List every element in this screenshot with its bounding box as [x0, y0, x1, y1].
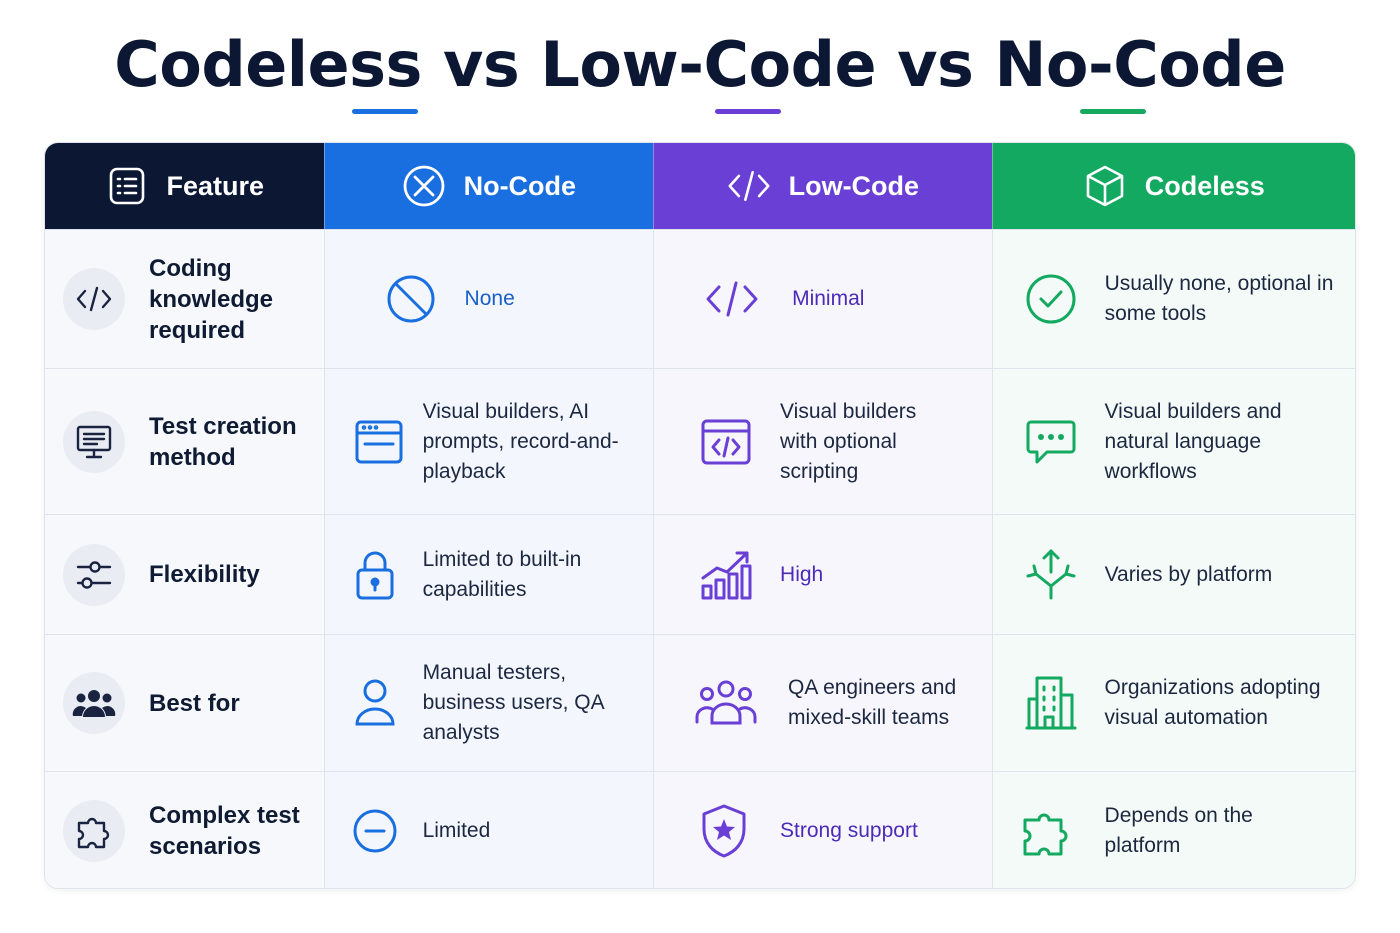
cell-text: High [780, 562, 824, 586]
building-icon [1023, 675, 1079, 731]
cell-text: QA engineers and mixed-skill teams [788, 676, 957, 729]
accent-underline-lowcode [715, 109, 781, 114]
table-row: Complex test scenarios Limited Strong su… [45, 771, 1355, 888]
codeless-cell: Varies by platform [991, 514, 1355, 634]
header-feature: Feature [45, 143, 324, 229]
codeless-cell: Usually none, optional in some tools [991, 229, 1355, 368]
no-code-cell: Visual builders, AI prompts, record-and-… [323, 368, 654, 514]
comparison-table: Feature No-Code Low-Code [44, 142, 1356, 889]
codeless-cell: Visual builders and natural language wor… [991, 368, 1355, 514]
codeless-cell: Depends on the platform [991, 771, 1355, 888]
chat-bubble-icon [1023, 414, 1079, 470]
x-circle-icon [402, 164, 446, 208]
code-icon [727, 164, 771, 208]
minus-circle-icon [347, 803, 403, 859]
codeless-cell: Organizations adopting visual automation [991, 634, 1355, 771]
cell-text: Limited [422, 819, 491, 842]
code-icon [704, 271, 760, 327]
no-code-cell: None [323, 229, 654, 368]
cell-text: Organizations adopting visual automation [1104, 676, 1321, 729]
header-label: Codeless [1144, 170, 1265, 201]
no-code-cell: Manual testers, business users, QA analy… [323, 634, 654, 771]
code-window-icon [698, 414, 754, 470]
check-circle-icon [1023, 271, 1079, 327]
list-icon [105, 164, 149, 208]
header-label: No-Code [463, 170, 577, 201]
users-icon [63, 672, 125, 734]
header-low-code: Low-Code [653, 143, 992, 229]
low-code-cell: Visual builders with optional scripting [653, 368, 992, 514]
header-label: Low-Code [788, 170, 920, 201]
page-title: Codeless vs Low-Code vs No-Code [114, 28, 1286, 101]
table-row: Best for Manual testers, business users,… [45, 634, 1355, 771]
accent-underline-codeless [1080, 109, 1146, 114]
feature-label: Best for [149, 689, 240, 717]
sliders-icon [63, 543, 125, 606]
team-icon [694, 675, 758, 731]
growth-chart-icon [698, 547, 754, 603]
feature-label: Test creation method [149, 412, 297, 471]
header-codeless: Codeless [991, 143, 1355, 229]
cell-text: Visual builders with optional scripting [780, 399, 917, 483]
cell-text: Usually none, optional in some tools [1104, 272, 1334, 325]
accent-underline-nocode [352, 109, 418, 114]
cube-icon [1083, 164, 1127, 208]
puzzle-icon [1021, 803, 1077, 859]
low-code-cell: Minimal [653, 229, 992, 368]
cell-text: Minimal [792, 287, 865, 310]
browser-window-icon [351, 414, 407, 470]
table-row: Test creation method Visual builders, AI… [45, 368, 1355, 514]
puzzle-icon [63, 800, 125, 862]
code-icon [63, 268, 125, 330]
cell-text: Manual testers, business users, QA analy… [422, 661, 604, 744]
header-label: Feature [166, 170, 265, 201]
cell-text: Varies by platform [1104, 562, 1273, 586]
table-row: Coding knowledge required None Minimal [45, 229, 1355, 368]
low-code-cell: Strong support [653, 771, 992, 888]
lock-icon [347, 547, 403, 603]
feature-cell: Best for [45, 634, 324, 771]
feature-label: Flexibility [149, 561, 260, 588]
feature-cell: Test creation method [45, 368, 324, 514]
cell-text: Strong support [780, 819, 918, 842]
monitor-icon [63, 410, 125, 473]
cell-text: Visual builders and natural language wor… [1104, 399, 1282, 483]
header-no-code: No-Code [323, 143, 654, 229]
table-header-row: Feature No-Code Low-Code [45, 143, 1355, 229]
feature-cell: Complex test scenarios [45, 771, 324, 888]
no-code-cell: Limited to built-in capabilities [323, 514, 654, 634]
cell-text: None [464, 287, 515, 310]
shield-star-icon [696, 803, 752, 859]
no-code-cell: Limited [323, 771, 654, 888]
cell-text: Depends on the platform [1104, 804, 1253, 857]
split-arrows-icon [1023, 547, 1079, 603]
feature-label: Coding knowledge required [149, 254, 274, 344]
low-code-cell: QA engineers and mixed-skill teams [653, 634, 992, 771]
cell-text: Limited to built-in capabilities [422, 547, 582, 601]
feature-label: Complex test scenarios [149, 802, 300, 860]
table-row: Flexibility Limited to built-in capabili… [45, 514, 1355, 634]
user-icon [347, 675, 403, 731]
prohibited-icon [383, 271, 439, 327]
feature-cell: Flexibility [45, 514, 324, 634]
feature-cell: Coding knowledge required [45, 229, 324, 368]
cell-text: Visual builders, AI prompts, record-and-… [422, 399, 619, 483]
low-code-cell: High [653, 514, 992, 634]
